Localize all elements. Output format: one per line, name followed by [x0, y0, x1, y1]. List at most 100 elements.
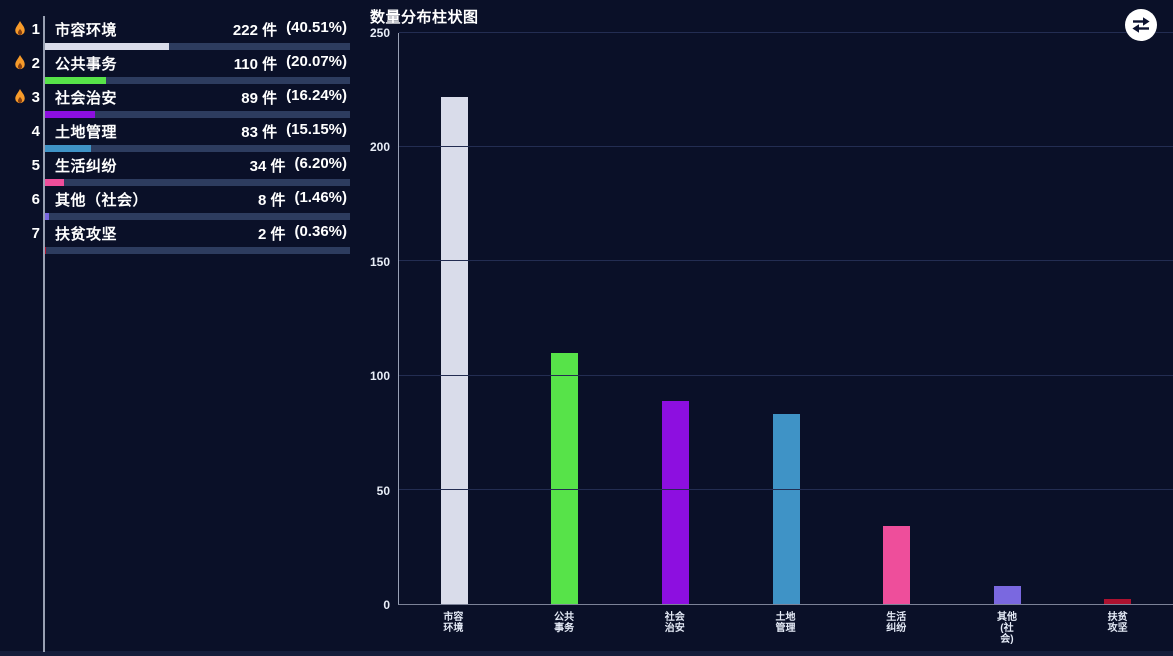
- chart-bar[interactable]: [661, 400, 689, 604]
- chart-bar[interactable]: [440, 96, 468, 604]
- rank-progress-track: [45, 145, 350, 152]
- rank-percent: (0.36%): [294, 223, 347, 240]
- chart-bar-cell: [1062, 33, 1173, 604]
- rank-item[interactable]: 7 扶贫攻坚 2 件 (0.36%): [0, 220, 350, 254]
- chart-bar[interactable]: [1104, 599, 1132, 604]
- chart-bar-cell: [841, 33, 952, 604]
- x-axis-labels: 市容 环境 公共 事务 社会 治安 土地 管理 生活 纠纷 其他 (社 会) 扶贫 攻坚: [398, 612, 1173, 645]
- rank-count: 34 件: [249, 158, 286, 175]
- y-axis-ticks: 0 50 100 150 200 250: [360, 26, 390, 612]
- rank-count: 222 件: [232, 22, 278, 39]
- rank-badge: 4: [0, 123, 40, 140]
- ranking-divider: [43, 16, 45, 652]
- rank-item[interactable]: 4 土地管理 83 件 (15.15%): [0, 118, 350, 152]
- gridline: [399, 32, 1173, 33]
- rank-progress-track: [45, 43, 350, 50]
- ranking-panel: 1 市容环境 222 件 (40.51%) 2 公共事务 110 件: [0, 0, 350, 656]
- chart-title: 数量分布柱状图: [370, 9, 479, 26]
- chart-bar[interactable]: [993, 585, 1021, 604]
- rank-progress-track: [45, 213, 350, 220]
- gridline: [399, 146, 1173, 148]
- rank-percent: (40.51%): [286, 19, 347, 36]
- rank-badge: 7: [0, 225, 40, 242]
- y-tick-label: 200: [369, 140, 390, 155]
- flame-icon: [14, 89, 25, 104]
- chart-bar-cell: [510, 33, 621, 604]
- x-tick-label: 土地 管理: [775, 612, 796, 634]
- rank-values: 89 件 (16.24%): [241, 87, 350, 108]
- rank-badge: 5: [0, 157, 40, 174]
- gridline: [399, 374, 1173, 376]
- rank-item-row: 2 公共事务 110 件 (20.07%): [0, 50, 350, 77]
- rank-label: 扶贫攻坚: [55, 226, 118, 243]
- rank-progress-fill: [45, 111, 95, 118]
- flame-icon: [14, 55, 25, 70]
- chart-bar-cell: [399, 33, 510, 604]
- rank-label: 公共事务: [55, 56, 118, 73]
- y-tick-label: 150: [369, 254, 390, 269]
- rank-progress-fill: [45, 77, 107, 84]
- ranking-list: 1 市容环境 222 件 (40.51%) 2 公共事务 110 件: [0, 16, 350, 254]
- rank-label: 生活纠纷: [55, 158, 118, 175]
- x-tick-label: 其他 (社 会): [996, 612, 1017, 645]
- bar-chart-panel: 数量分布柱状图 0 50 100 150 200 250 市容 环境 公共 事务 社会 治安 土…: [360, 0, 1173, 656]
- y-tick-label: 250: [369, 26, 390, 40]
- chart-bar[interactable]: [772, 414, 800, 604]
- swap-arrows-icon: [1132, 17, 1150, 33]
- rank-label: 土地管理: [55, 124, 118, 141]
- rank-badge: 3: [0, 89, 40, 106]
- rank-badge: 2: [0, 55, 40, 72]
- rank-progress-track: [45, 77, 350, 84]
- rank-item-row: 4 土地管理 83 件 (15.15%): [0, 118, 350, 145]
- rank-item[interactable]: 6 其他（社会） 8 件 (1.46%): [0, 186, 350, 220]
- rank-number: 4: [31, 123, 40, 140]
- chart-bar-cell: [620, 33, 731, 604]
- chart-bar-cell: [731, 33, 842, 604]
- rank-progress-fill: [45, 179, 64, 186]
- rank-item-row: 7 扶贫攻坚 2 件 (0.36%): [0, 220, 350, 247]
- x-tick-label: 扶贫 攻坚: [1107, 612, 1128, 634]
- chart-bar[interactable]: [883, 526, 911, 604]
- rank-count: 110 件: [233, 56, 278, 73]
- chart-bars: [399, 33, 1173, 604]
- rank-progress-track: [45, 111, 350, 118]
- rank-item[interactable]: 3 社会治安 89 件 (16.24%): [0, 84, 350, 118]
- chart-plot: [398, 32, 1173, 605]
- rank-item[interactable]: 1 市容环境 222 件 (40.51%): [0, 16, 350, 50]
- rank-percent: (6.20%): [294, 155, 347, 172]
- rank-label: 市容环境: [55, 22, 118, 39]
- y-tick-label: 0: [383, 598, 390, 612]
- rank-values: 222 件 (40.51%): [233, 19, 350, 40]
- x-tick-label: 市容 环境: [443, 612, 464, 634]
- gridline: [399, 260, 1173, 262]
- rank-progress-track: [45, 179, 350, 186]
- rank-item[interactable]: 2 公共事务 110 件 (20.07%): [0, 50, 350, 84]
- y-tick-label: 100: [369, 369, 390, 384]
- rank-values: 8 件 (1.46%): [258, 189, 350, 210]
- bottom-edge: [0, 651, 1173, 656]
- rank-percent: (15.15%): [286, 121, 347, 138]
- rank-progress-fill: [45, 145, 92, 152]
- chart-toggle-button[interactable]: [1125, 9, 1157, 41]
- rank-number: 7: [31, 225, 40, 242]
- rank-item[interactable]: 5 生活纠纷 34 件 (6.20%): [0, 152, 350, 186]
- rank-values: 110 件 (20.07%): [234, 53, 350, 74]
- rank-percent: (1.46%): [294, 189, 347, 206]
- rank-percent: (20.07%): [286, 53, 347, 70]
- rank-number: 5: [31, 157, 40, 174]
- rank-values: 2 件 (0.36%): [258, 223, 350, 244]
- rank-count: 83 件: [241, 124, 278, 141]
- rank-progress-fill: [45, 43, 169, 50]
- y-tick-label: 50: [376, 483, 390, 498]
- rank-values: 34 件 (6.20%): [250, 155, 350, 176]
- rank-label: 社会治安: [55, 90, 118, 107]
- x-tick-label: 社会 治安: [664, 612, 685, 634]
- rank-progress-track: [45, 247, 350, 254]
- rank-number: 6: [31, 191, 40, 208]
- rank-item-row: 5 生活纠纷 34 件 (6.20%): [0, 152, 350, 179]
- chart-bar[interactable]: [551, 352, 579, 604]
- chart-bar-cell: [952, 33, 1063, 604]
- rank-count: 89 件: [241, 90, 278, 107]
- rank-progress-fill: [45, 213, 50, 220]
- rank-label: 其他（社会）: [55, 192, 149, 209]
